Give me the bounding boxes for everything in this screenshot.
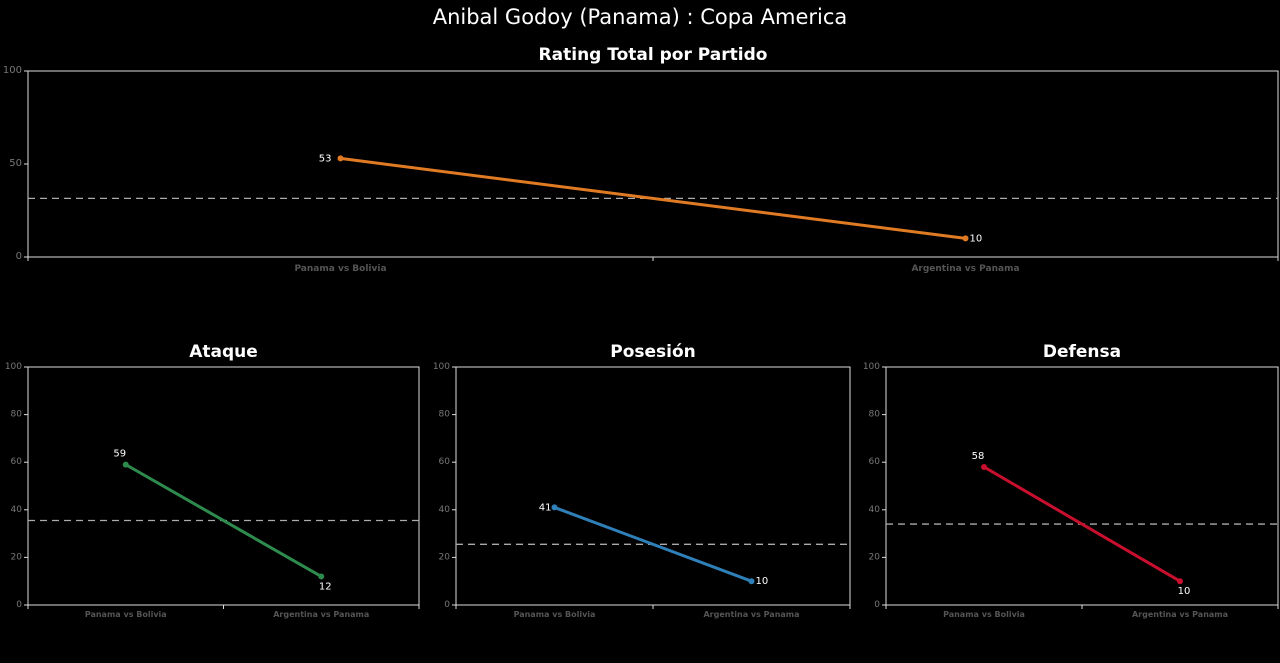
posesion-data-point [748,578,755,585]
defensa-y-tick-label: 20 [869,552,881,562]
rating-total-frame [27,70,1279,258]
ataque-x-category-label: Panama vs Bolivia [85,610,167,619]
rating-total-x-category-label: Argentina vs Panama [911,264,1019,274]
ataque-data-label: 12 [319,581,332,592]
rating-total-data-point [337,155,344,162]
posesion-series-line [553,505,753,583]
ataque-data-label: 59 [113,449,126,460]
rating-total-data-point [962,235,969,242]
defensa-data-point [981,463,987,470]
posesion-data-label: 41 [539,502,552,513]
rating-total-y-tick-label: 0 [16,251,22,262]
defensa-y-tick-label: 60 [869,457,881,467]
ataque-y-tick-label: 40 [11,505,23,515]
posesion-y-tick-label: 40 [439,505,451,515]
posesion-x-category-label: Argentina vs Panama [703,610,799,619]
posesion-y-tick-label: 100 [433,362,450,372]
defensa-y-tick-label: 0 [874,600,880,610]
rating-total-y-tick-label: 100 [3,65,22,76]
ataque-data-point [318,573,325,580]
ataque-y-tick-label: 20 [11,552,23,562]
posesion-data-label: 10 [756,576,769,587]
ataque-y-tick-label: 60 [11,457,23,467]
ataque-y-tick-label: 0 [16,600,22,610]
ataque-y-tick-label: 80 [11,410,23,420]
rating-total-series-line [339,156,967,240]
posesion-frame [455,366,851,606]
posesion-title: Posesión [610,342,696,362]
posesion-y-tick-label: 80 [439,410,451,420]
ataque-y-tick-label: 100 [5,362,22,372]
rating-total-x-category-label: Panama vs Bolivia [294,264,386,274]
posesion-y-tick-label: 20 [439,552,451,562]
ataque-title: Ataque [189,342,258,362]
rating-total-data-label: 53 [319,153,332,164]
defensa-y-tick-label: 100 [863,362,880,372]
defensa-frame [885,366,1279,606]
defensa-data-label: 10 [1178,586,1191,597]
posesion-data-point [551,504,558,511]
ataque-data-point [122,461,129,468]
defensa-x-category-label: Argentina vs Panama [1132,610,1228,619]
rating-total-y-tick-label: 50 [9,158,22,169]
ataque-x-category-label: Argentina vs Panama [273,610,369,619]
defensa-data-point [1177,578,1183,585]
posesion-y-tick-label: 60 [439,457,451,467]
main-title: Anibal Godoy (Panama) : Copa America [433,5,848,29]
defensa-data-label: 58 [972,451,985,462]
defensa-title: Defensa [1043,342,1121,362]
defensa-y-tick-label: 80 [869,410,881,420]
posesion-x-category-label: Panama vs Bolivia [514,610,596,619]
defensa-y-tick-label: 40 [869,505,881,515]
defensa-x-category-label: Panama vs Bolivia [943,610,1025,619]
rating-total-title: Rating Total por Partido [539,45,768,65]
defensa-series-line [982,465,1182,583]
posesion-y-tick-label: 0 [444,600,450,610]
rating-total-data-label: 10 [970,233,983,244]
ataque-series-line [124,463,323,578]
ataque-frame [27,366,420,606]
